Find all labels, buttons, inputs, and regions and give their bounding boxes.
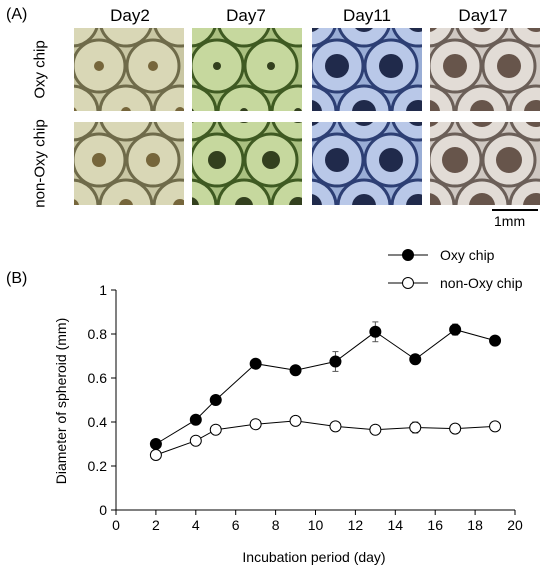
panel-a-label: (A) xyxy=(6,6,28,23)
data-point-non-oxy xyxy=(329,420,342,433)
series-line-non-oxy xyxy=(155,420,496,456)
data-point-oxy xyxy=(209,394,222,406)
legend-marker xyxy=(402,249,414,261)
x-tick-label: 18 xyxy=(467,517,483,533)
diameter-chart: 0 2 4 6 8 10 12 14 16 18 20 0 0.2 0.4 0.6 0.8 1 Oxy chip… xyxy=(53,247,523,565)
day-label-day7: Day7 xyxy=(226,6,266,25)
x-tick-label: 16 xyxy=(427,517,443,533)
data-point-non-oxy xyxy=(209,423,222,436)
y-tick-label: 0.6 xyxy=(88,370,108,386)
data-point-non-oxy xyxy=(249,418,262,431)
row-label-non-oxy-chip: non-Oxy chip xyxy=(31,119,49,208)
x-tick-label: 14 xyxy=(388,517,404,533)
scale-bar-label: 1mm xyxy=(494,213,526,229)
data-point-non-oxy xyxy=(369,423,382,436)
micrograph-day7-non-oxy xyxy=(192,122,302,205)
row-label-wrap-oxy: Oxy chip xyxy=(18,28,62,111)
series-line-oxy xyxy=(155,329,496,445)
y-tick-label: 0.8 xyxy=(88,326,108,342)
data-point-oxy xyxy=(449,323,462,336)
x-tick-label: 10 xyxy=(308,517,324,533)
panel-b-label: (B) xyxy=(6,270,28,287)
data-point-oxy xyxy=(249,357,262,370)
micrograph-day7-oxy xyxy=(192,28,302,111)
y-tick-label: 0.2 xyxy=(88,458,108,474)
data-point-oxy xyxy=(189,413,202,426)
legend-marker xyxy=(402,277,414,289)
x-tick-label: 12 xyxy=(348,517,364,533)
micrograph-day11-oxy xyxy=(312,28,422,111)
row-label-wrap-non-oxy: non-Oxy chip xyxy=(18,119,62,208)
data-point-oxy xyxy=(489,334,502,347)
x-tick-label: 2 xyxy=(152,517,160,533)
y-axis-label: Diameter of spheroid (mm) xyxy=(53,318,69,485)
x-tick-label: 6 xyxy=(232,517,240,533)
x-axis-label: Incubation period (day) xyxy=(242,549,385,565)
micrograph-day2-oxy xyxy=(74,28,184,111)
x-tick-label: 8 xyxy=(272,517,280,533)
x-tick-label: 20 xyxy=(507,517,523,533)
data-point-oxy xyxy=(369,325,382,338)
x-tick-label: 4 xyxy=(192,517,200,533)
data-point-non-oxy xyxy=(289,414,302,427)
chart-series xyxy=(149,321,502,461)
data-point-oxy xyxy=(409,353,422,366)
day-label-day17: Day17 xyxy=(458,6,508,25)
data-point-non-oxy xyxy=(189,434,202,447)
micrograph-day11-non-oxy xyxy=(312,122,422,205)
chart-axes: 0 2 4 6 8 10 12 14 16 18 20 0 0.2 0.4 0.6 0.8 1 xyxy=(88,282,523,533)
micrograph-day17-non-oxy xyxy=(430,122,540,205)
legend-label: non-Oxy chip xyxy=(440,275,523,291)
y-tick-label: 1 xyxy=(99,282,107,298)
data-point-oxy xyxy=(149,438,162,450)
day-label-day11: Day11 xyxy=(343,6,391,25)
y-tick-label: 0.4 xyxy=(88,414,108,430)
scale-bar xyxy=(492,209,538,211)
x-tick-label: 0 xyxy=(112,517,120,533)
y-tick-label: 0 xyxy=(99,502,107,518)
data-point-non-oxy xyxy=(489,420,502,433)
data-point-non-oxy xyxy=(149,449,162,461)
day-label-day2: Day2 xyxy=(110,6,150,25)
data-point-non-oxy xyxy=(449,422,462,435)
micrograph-day17-oxy xyxy=(430,28,540,111)
data-point-non-oxy xyxy=(409,421,422,434)
data-point-oxy xyxy=(329,355,342,368)
row-label-oxy-chip: Oxy chip xyxy=(31,40,49,99)
micrograph-day2-non-oxy xyxy=(74,122,184,205)
legend-label: Oxy chip xyxy=(440,247,495,263)
chart-legend: Oxy chip non-Oxy chip xyxy=(388,247,523,291)
data-point-oxy xyxy=(289,364,302,377)
